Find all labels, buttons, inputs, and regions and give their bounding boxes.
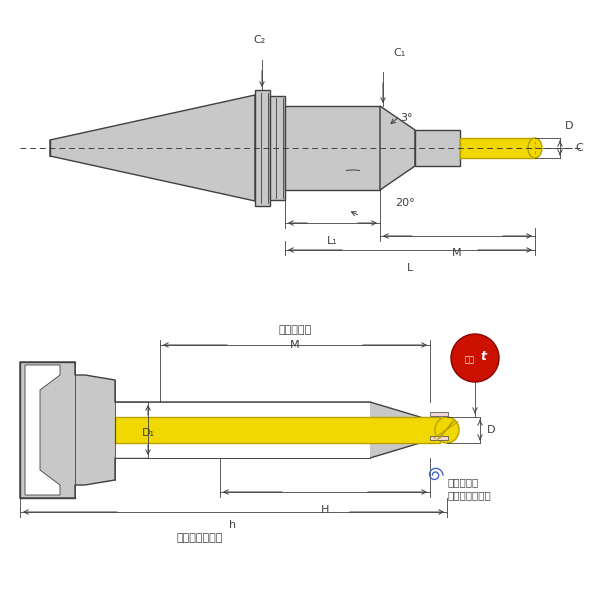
Text: つかみ長さ: つかみ長さ [448,477,479,487]
Ellipse shape [528,138,542,158]
Bar [415,130,460,166]
Text: D: D [487,425,496,435]
Text: L₁: L₁ [326,236,337,246]
Text: h: h [229,520,236,530]
Text: D₁: D₁ [142,428,155,438]
Text: M: M [290,340,300,350]
Text: M: M [452,248,462,258]
Bar [255,90,270,206]
Bar [285,106,380,190]
Ellipse shape [435,417,459,443]
Text: 工具最大挿入長: 工具最大挿入長 [177,533,223,543]
Text: L: L [407,263,413,273]
Polygon shape [380,106,415,190]
Bar [115,402,370,458]
Text: 20°: 20° [395,198,415,208]
Text: 3°: 3° [400,113,413,123]
Polygon shape [20,362,430,498]
Text: D: D [565,121,574,131]
Text: t: t [480,349,486,362]
Text: C₂: C₂ [254,35,266,45]
Circle shape [451,334,499,382]
Bar [460,138,535,158]
Text: C₁: C₁ [393,48,405,58]
Polygon shape [25,365,60,495]
Polygon shape [50,95,255,201]
Text: 加工有効長: 加工有効長 [278,325,311,335]
Text: C: C [575,143,583,153]
Text: 肉厚: 肉厚 [465,355,475,364]
Text: （最低把持長）: （最低把持長） [448,490,492,500]
Bar [115,417,440,443]
Text: H: H [321,505,329,515]
Bar [430,412,448,416]
Bar [270,96,285,200]
Bar [430,436,448,440]
